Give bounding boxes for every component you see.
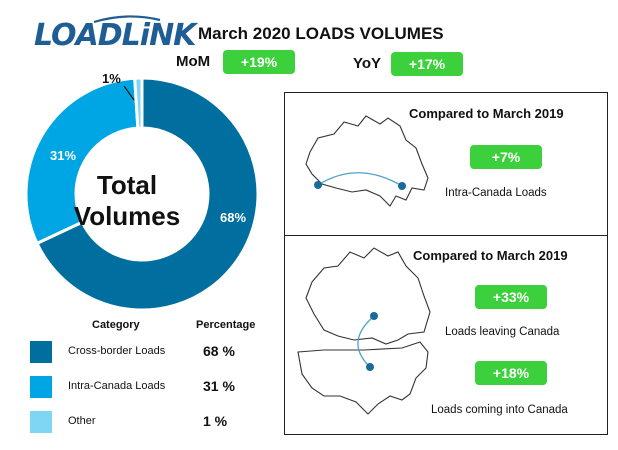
cross-route-end-dot (366, 363, 374, 371)
slice-cross-border (35, 76, 260, 312)
slice-label-cross-border: 68% (220, 210, 247, 225)
mom-value-badge: +19% (223, 50, 295, 74)
loadlink-logo: LOADLiNK (34, 18, 196, 53)
donut-center-line1: Total (96, 170, 158, 200)
coming-value-badge: +18% (475, 361, 547, 385)
leaving-value-badge: +33% (475, 285, 547, 309)
donut-center-label: Total Volumes (62, 170, 192, 232)
intra-route-start-dot (314, 181, 322, 189)
legend-swatch (30, 376, 52, 398)
slice-leader-line (123, 85, 135, 101)
legend-swatch (30, 341, 52, 363)
intra-route-line (317, 172, 403, 187)
donut-center-line2: Volumes (73, 201, 181, 231)
legend-category: Cross-border Loads (68, 345, 166, 357)
legend-percentage-header: Percentage (196, 319, 256, 331)
yoy-value-badge: +17% (391, 52, 463, 76)
slice-label-intra-canada: 31% (50, 148, 77, 163)
intra-route-end-dot (398, 182, 406, 190)
comparison-panel (284, 92, 608, 435)
canada-map-icon (305, 115, 429, 207)
canada-us-map-icon (297, 247, 431, 415)
slice-label-other: 1% (102, 71, 121, 86)
logo-swoosh-icon (93, 15, 161, 24)
legend-category-header: Category (92, 319, 140, 331)
legend-percentage: 68 % (203, 343, 235, 359)
coming-caption: Loads coming into Canada (431, 404, 568, 416)
intra-value-badge: +7% (470, 145, 542, 169)
intra-caption: Intra-Canada Loads (445, 187, 547, 199)
legend-percentage: 1 % (203, 413, 228, 429)
legend-category: Intra-Canada Loads (68, 380, 166, 392)
intra-section-title: Compared to March 2019 (409, 106, 564, 121)
cross-route-line (357, 315, 375, 368)
donut-chart (24, 76, 260, 312)
panel-divider (284, 235, 608, 236)
cross-section-title: Compared to March 2019 (413, 248, 568, 263)
slice-intra-canada (24, 76, 140, 246)
yoy-label: YoY (353, 55, 382, 72)
mom-label: MoM (176, 53, 211, 70)
legend-swatch (30, 411, 52, 433)
legend-category: Other (68, 415, 96, 427)
leaving-caption: Loads leaving Canada (445, 326, 560, 338)
cross-route-start-dot (370, 312, 378, 320)
page-title: March 2020 LOADS VOLUMES (198, 24, 444, 43)
legend-percentage: 31 % (203, 378, 235, 394)
slice-other (133, 76, 144, 130)
